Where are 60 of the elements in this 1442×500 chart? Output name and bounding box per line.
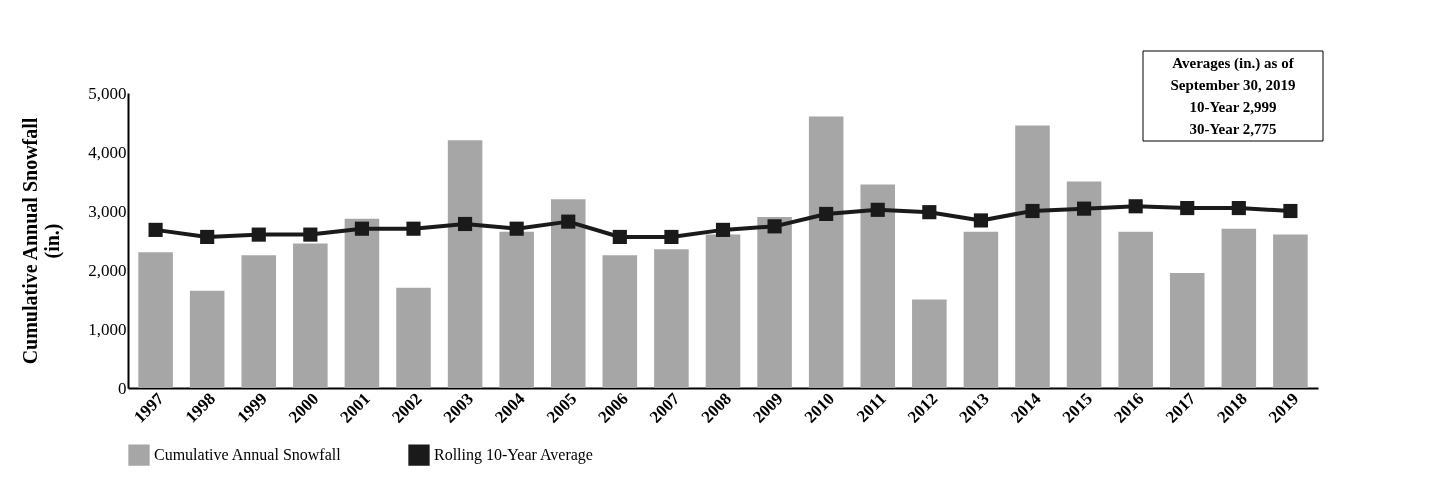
- bar: [860, 184, 896, 388]
- point: [715, 222, 731, 237]
- y-tick-label: 1,000: [88, 319, 127, 339]
- bar: [138, 252, 173, 388]
- point: [509, 221, 524, 236]
- point: [148, 222, 163, 237]
- y-tick-label: 3,000: [88, 201, 127, 221]
- point: [1231, 200, 1246, 216]
- y-tick-label: 4,000: [88, 142, 127, 162]
- bar: [808, 116, 844, 388]
- point: [664, 229, 679, 245]
- point: [1077, 201, 1092, 216]
- point: [922, 205, 937, 220]
- bar: [1169, 272, 1205, 388]
- point: [251, 227, 266, 242]
- y-tick-label: 0: [118, 378, 127, 398]
- bar: [550, 199, 586, 388]
- bar: [499, 231, 534, 388]
- text: September 30, 2019: [1170, 77, 1296, 93]
- bar: [1066, 181, 1102, 388]
- bar: [189, 290, 225, 388]
- bar: [344, 218, 380, 388]
- bar: [241, 255, 277, 388]
- bar: [757, 216, 792, 388]
- point: [612, 229, 627, 245]
- point: [870, 202, 885, 217]
- legend-label: Cumulative Annual Snowfall: [154, 446, 342, 464]
- point: [973, 213, 988, 228]
- point: [406, 221, 421, 236]
- y-tick-label: 5,000: [88, 83, 127, 103]
- y-axis-title: Cumulative Annual Snowfall (in.): [19, 117, 65, 365]
- point: [1128, 199, 1143, 214]
- bar: [963, 231, 999, 388]
- point: [1283, 203, 1298, 219]
- bar: [293, 243, 328, 388]
- x-tick-label: 2011: [852, 389, 890, 426]
- point: [354, 221, 369, 236]
- point: [767, 219, 782, 234]
- annotation: 30-Year 2,775: [1189, 121, 1277, 137]
- bar: [1221, 228, 1257, 388]
- bar: [396, 287, 431, 388]
- bar: [602, 255, 638, 388]
- legend-label: Rolling 10-Year Average: [434, 446, 593, 465]
- point: [819, 206, 834, 222]
- bar: [654, 249, 689, 388]
- bar: [912, 299, 947, 388]
- bar: [447, 140, 483, 388]
- point: [200, 229, 215, 245]
- point: [1180, 200, 1195, 216]
- y-tick-label: 2,000: [88, 260, 127, 280]
- point: [303, 227, 318, 242]
- point: [1025, 203, 1040, 219]
- point: [561, 214, 576, 229]
- text: Averages (in.) as of: [1172, 55, 1295, 72]
- bar: [1118, 231, 1153, 388]
- bar: [705, 234, 741, 388]
- annotation: 10-Year 2,999: [1189, 99, 1277, 115]
- bar: [1273, 234, 1308, 388]
- point: [458, 216, 473, 232]
- bar: [1015, 125, 1050, 388]
